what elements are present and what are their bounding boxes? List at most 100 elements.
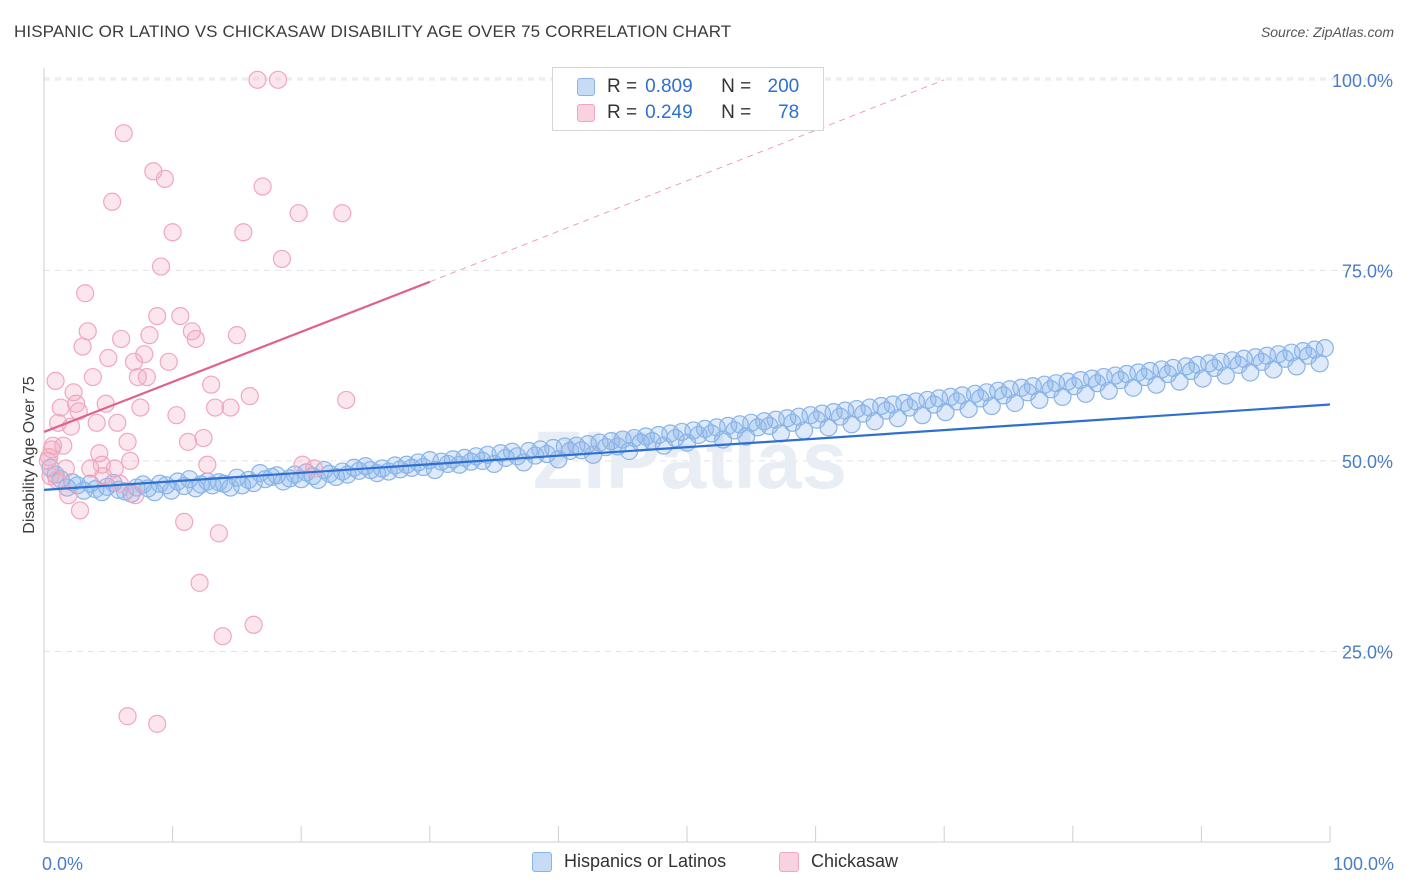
chickasaw-point	[304, 459, 324, 478]
source-label: Source: ZipAtlas.com	[1260, 24, 1394, 40]
y-tick-label: 25.0%	[1342, 642, 1393, 662]
legend-r-label: R =	[607, 76, 638, 97]
chickasaw-point	[83, 367, 102, 387]
hispanic-point	[865, 412, 884, 431]
hispanic-point	[982, 396, 1001, 416]
chickasaw-point	[76, 284, 95, 303]
chickasaw-point	[94, 467, 113, 486]
legend-label-hispanic: Hispanics or Latinos	[564, 851, 727, 871]
chickasaw-point	[202, 375, 221, 394]
chickasaw-trend-line	[43, 280, 431, 433]
chickasaw-point	[240, 387, 259, 406]
chickasaw-point	[78, 322, 97, 341]
legend-item-hispanic: Hispanics or Latinos	[532, 851, 726, 872]
correlation-legend: R = 0.809 N = 200 R = 0.249 N = 78	[552, 67, 824, 131]
chickasaw-point	[121, 451, 140, 471]
chickasaw-point	[46, 371, 65, 390]
data-points	[38, 70, 1334, 733]
chickasaw-point	[51, 398, 70, 417]
chickasaw-point	[135, 345, 154, 364]
chickasaw-point	[159, 352, 178, 371]
chickasaw-point	[124, 352, 144, 371]
chickasaw-point	[90, 444, 109, 463]
y-tick-label: 50.0%	[1342, 452, 1393, 472]
hispanic-point	[959, 399, 978, 419]
y-axis-title: Disability Age Over 75	[21, 376, 38, 534]
chickasaw-point	[248, 70, 267, 89]
chickasaw-point	[244, 615, 263, 634]
hispanic-point	[1216, 366, 1235, 385]
chickasaw-point	[126, 486, 145, 505]
legend-swatch-chickasaw	[779, 851, 799, 872]
chickasaw-point	[112, 329, 131, 349]
hispanic-point	[578, 435, 598, 454]
hispanic-trend-line	[43, 403, 1331, 491]
series-legend: Hispanics or Latinos Chickasaw	[0, 851, 1406, 879]
hispanic-point	[414, 457, 433, 477]
hispanic-point	[613, 430, 632, 449]
chickasaw-point	[234, 223, 253, 242]
legend-r-label: R =	[607, 102, 638, 123]
chickasaw-point	[289, 204, 308, 223]
hispanic-point	[1076, 384, 1095, 403]
chickasaw-point	[213, 627, 232, 646]
legend-n-value: 200	[767, 76, 800, 97]
legend-item-chickasaw: Chickasaw	[779, 851, 898, 872]
chickasaw-point	[64, 383, 83, 402]
chickasaw-point	[148, 306, 167, 326]
y-tick-label: 75.0%	[1342, 261, 1393, 281]
chickasaw-point	[337, 390, 356, 410]
chickasaw-point	[47, 470, 66, 490]
legend-swatch-hispanic	[577, 78, 595, 96]
chickasaw-point	[221, 398, 240, 417]
chickasaw-point	[114, 124, 133, 143]
hispanic-point	[221, 478, 240, 497]
tick-labels: 25.0% 50.0% 75.0% 100.0% 0.0% 100.0%	[42, 71, 1394, 874]
hispanic-point	[1315, 339, 1334, 358]
chickasaw-point	[108, 413, 127, 432]
chickasaw-point	[178, 432, 198, 451]
hispanic-point	[1005, 393, 1025, 413]
chickasaw-point	[163, 223, 182, 242]
legend-label-chickasaw: Chickasaw	[811, 851, 899, 871]
hispanic-point	[1310, 354, 1329, 373]
chickasaw-point	[54, 436, 73, 455]
chickasaw-point	[198, 455, 217, 474]
chickasaw-point	[268, 70, 288, 89]
chickasaw-trend-extension	[429, 79, 945, 283]
chickasaw-point	[151, 257, 171, 276]
chickasaw-point	[155, 169, 174, 189]
trend-lines	[43, 79, 1331, 491]
chickasaw-point	[140, 326, 159, 345]
chickasaw-point	[118, 432, 137, 451]
chickasaw-point	[205, 398, 225, 417]
chickasaw-point	[253, 177, 272, 196]
hispanic-point	[1000, 380, 1019, 399]
hispanic-point	[789, 407, 808, 426]
legend-row-chickasaw: R = 0.249 N = 78	[577, 101, 799, 125]
legend-n-label: N =	[721, 102, 752, 123]
chickasaw-point	[190, 573, 209, 592]
hispanic-point	[888, 409, 908, 428]
chickasaw-point	[118, 707, 137, 726]
chickasaw-point	[148, 714, 167, 733]
chickasaw-point	[272, 249, 292, 269]
hispanic-point	[1287, 357, 1306, 376]
legend-swatch-hispanic	[532, 851, 552, 872]
chickasaw-point	[167, 406, 186, 425]
chickasaw-point	[137, 367, 156, 387]
chickasaw-point	[333, 204, 352, 223]
chickasaw-point	[131, 398, 150, 417]
legend-n-label: N =	[721, 76, 752, 97]
axes	[43, 68, 1331, 843]
hispanic-point	[244, 473, 263, 493]
chickasaw-point	[175, 512, 194, 531]
legend-n-value: 78	[778, 102, 800, 123]
chickasaw-point	[194, 428, 213, 448]
hispanic-point	[1170, 372, 1189, 391]
legend-swatch-chickasaw	[577, 104, 595, 122]
chickasaw-point	[70, 501, 90, 520]
legend-r-value: 0.249	[645, 102, 693, 123]
legend-r-value: 0.809	[645, 76, 693, 97]
